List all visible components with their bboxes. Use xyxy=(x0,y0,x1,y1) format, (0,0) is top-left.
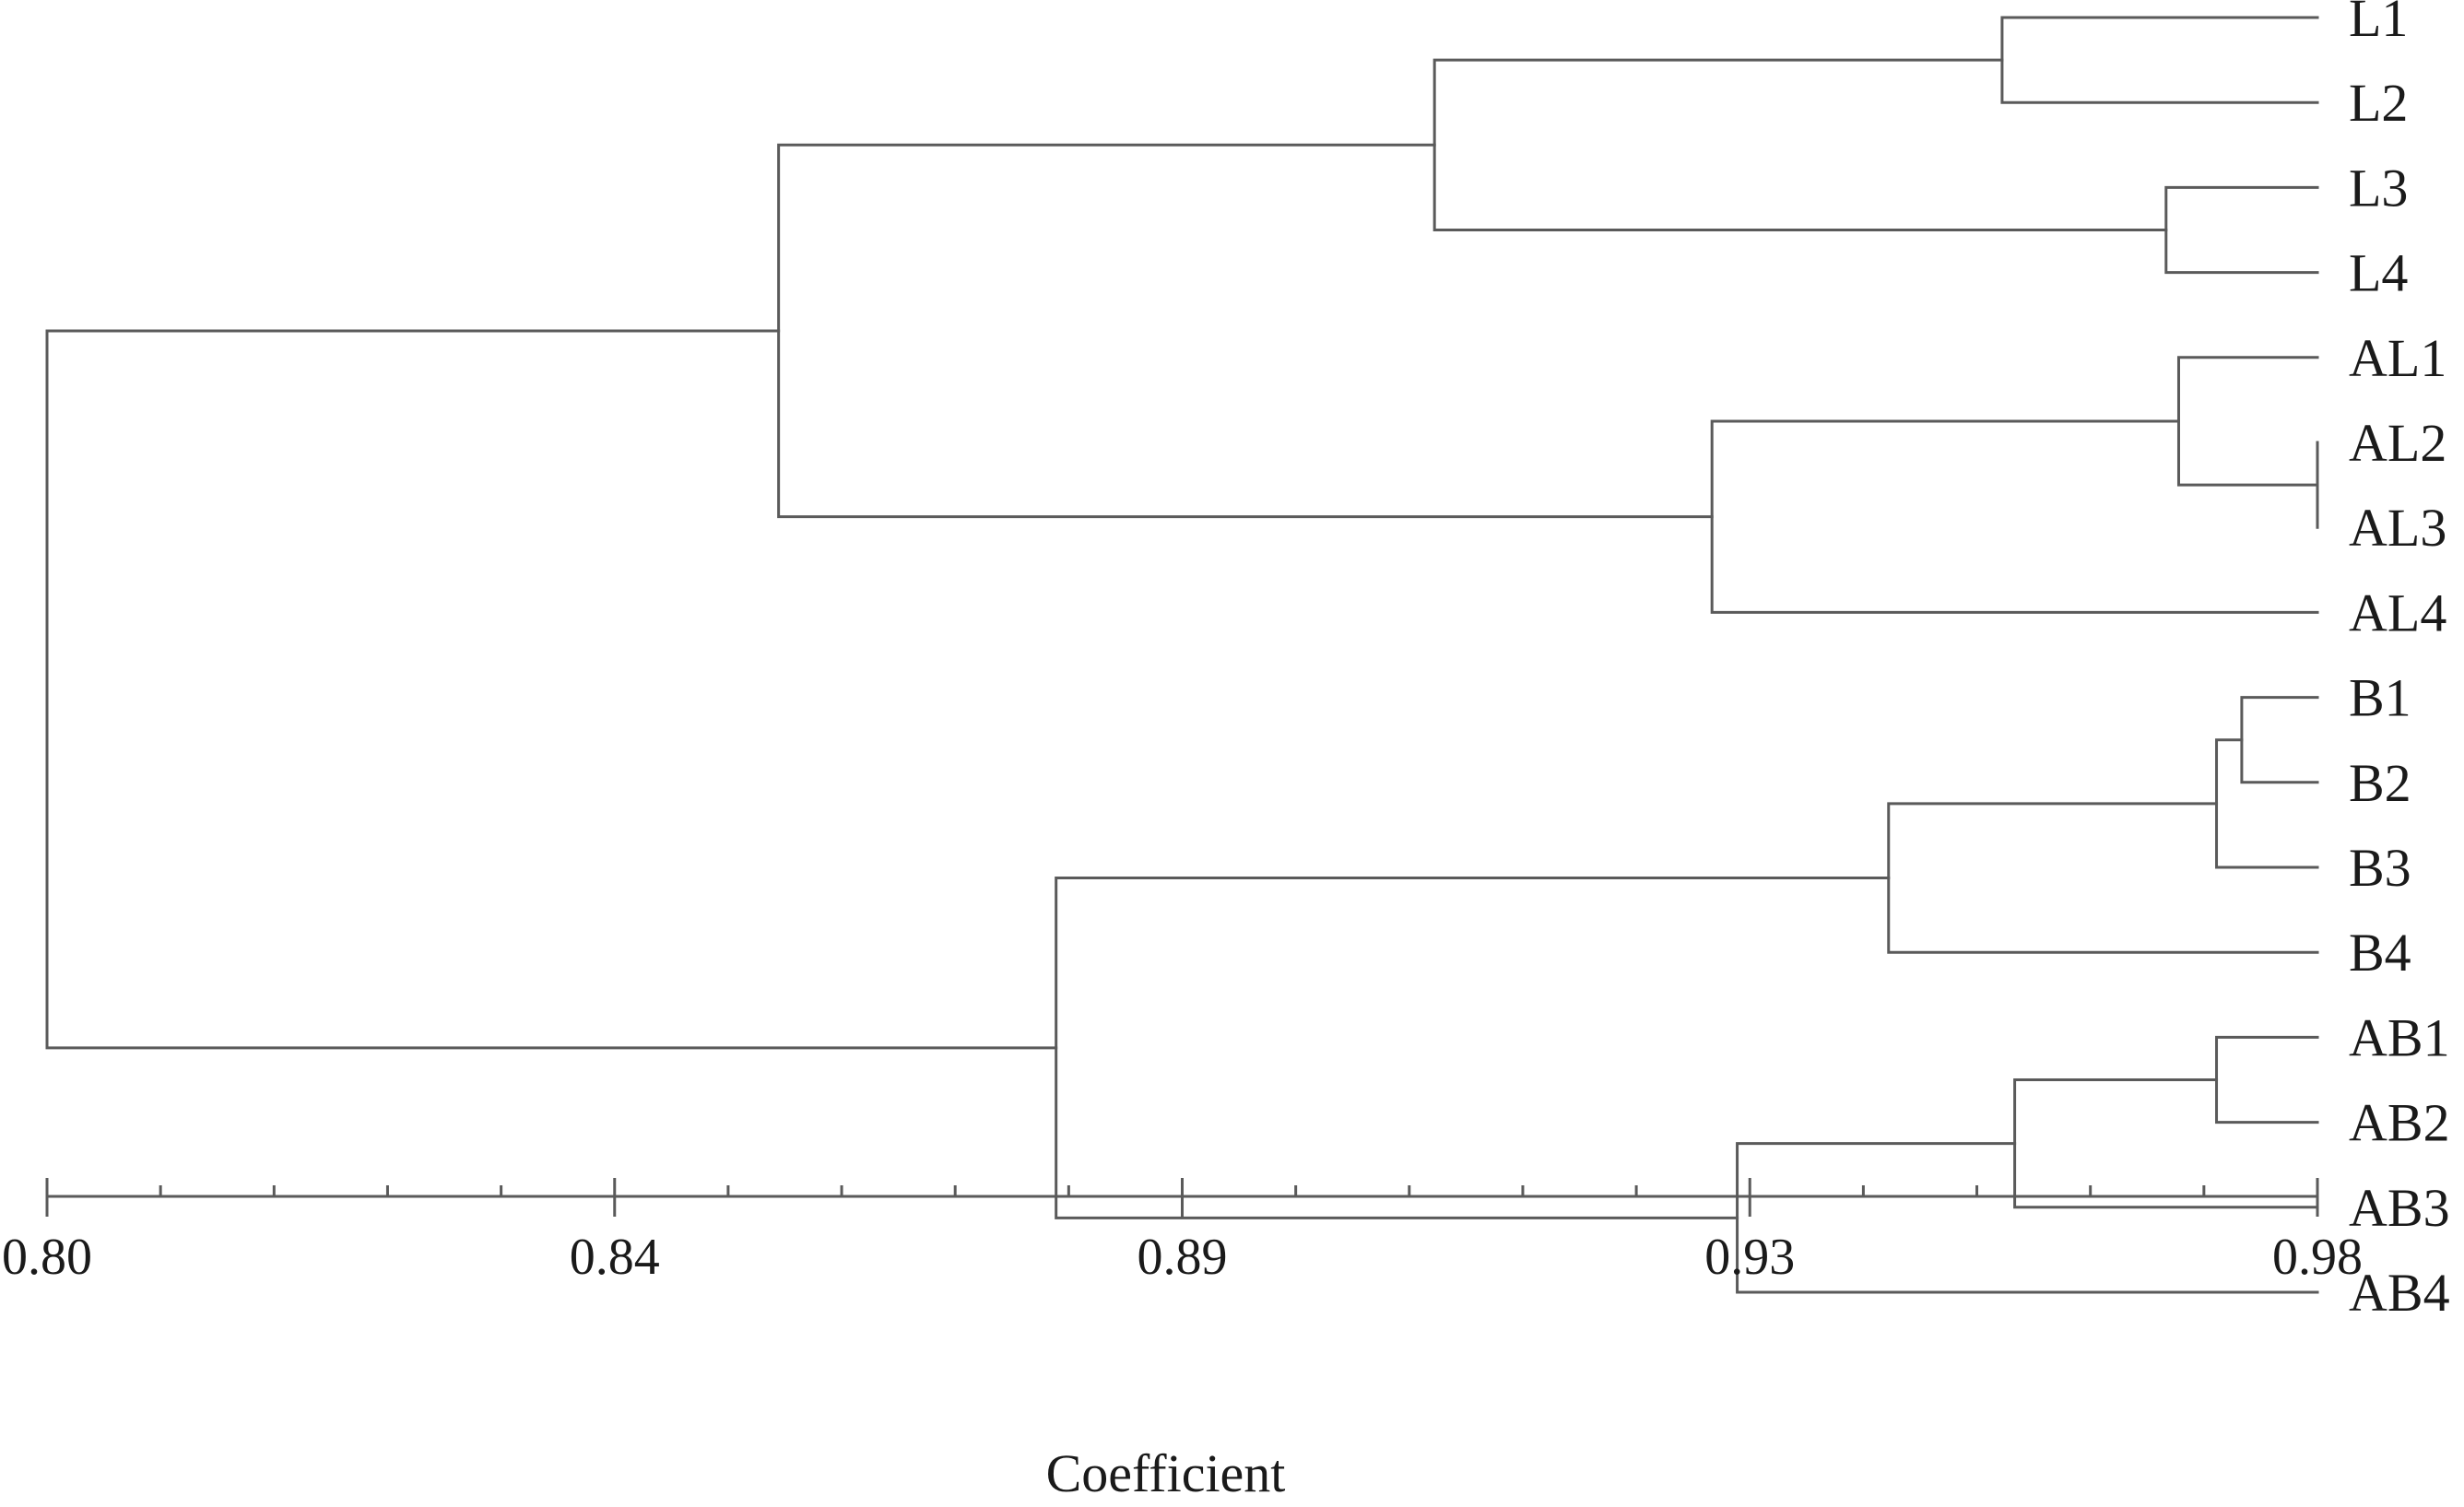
dendrogram-branches xyxy=(45,16,2319,1294)
branch-n2 xyxy=(2240,696,2319,784)
leaf-label-l3: L3 xyxy=(2349,158,2408,218)
branch-n6 xyxy=(2164,185,2319,275)
leaf-label-l2: L2 xyxy=(2349,73,2408,133)
leaf-label-b2: B2 xyxy=(2349,753,2411,813)
branch-n15 xyxy=(45,329,1058,1050)
leaf-label-b3: B3 xyxy=(2349,838,2411,898)
leaf-label-al2: AL2 xyxy=(2349,413,2446,473)
tick-label: 0.80 xyxy=(2,1229,92,1286)
leaf-labels: L1 L2 L3 L4 AL1 AL2 AL3 AL4 B1 B2 B3 B4 AB1 AB2 AB3 AB4 xyxy=(2349,0,2450,1323)
axis-tick-labels: 0.80 0.84 0.89 0.93 0.98 xyxy=(2,1229,2363,1286)
tick-label: 0.93 xyxy=(1704,1229,1795,1286)
branch-n9 xyxy=(1887,802,2319,954)
tick-label: 0.89 xyxy=(1138,1229,1228,1286)
branch-n4 xyxy=(2215,1035,2319,1124)
leaf-label-b1: B1 xyxy=(2349,668,2411,728)
leaf-label-ab4: AB4 xyxy=(2349,1263,2450,1323)
tick-label: 0.98 xyxy=(2272,1229,2363,1286)
x-axis-title: Coefficient xyxy=(1046,1443,1286,1503)
leaf-label-ab3: AB3 xyxy=(2349,1178,2450,1238)
leaf-label-l4: L4 xyxy=(2349,243,2408,303)
tick-label: 0.84 xyxy=(570,1229,660,1286)
branch-n3 xyxy=(2215,738,2319,869)
axis-ticks xyxy=(45,1178,2319,1217)
leaf-label-b4: B4 xyxy=(2349,923,2411,983)
branch-n13 xyxy=(1055,877,1891,1219)
branch-n8 xyxy=(2000,16,2319,104)
branch-n14 xyxy=(777,143,1714,519)
leaf-label-ab1: AB1 xyxy=(2349,1007,2450,1067)
coefficient-axis: 0.80 0.84 0.89 0.93 0.98 xyxy=(2,1178,2363,1286)
leaf-label-al4: AL4 xyxy=(2349,583,2446,642)
branch-n11 xyxy=(1710,419,2319,614)
leaf-label-ab2: AB2 xyxy=(2349,1093,2450,1153)
branch-n5 xyxy=(2176,356,2319,487)
leaf-label-l1: L1 xyxy=(2349,0,2408,48)
branch-n7 xyxy=(2013,1078,2319,1209)
branch-n10 xyxy=(1736,1142,2319,1294)
leaf-label-al3: AL3 xyxy=(2349,498,2446,558)
branch-n12 xyxy=(1432,58,2168,231)
leaf-label-al1: AL1 xyxy=(2349,328,2446,388)
